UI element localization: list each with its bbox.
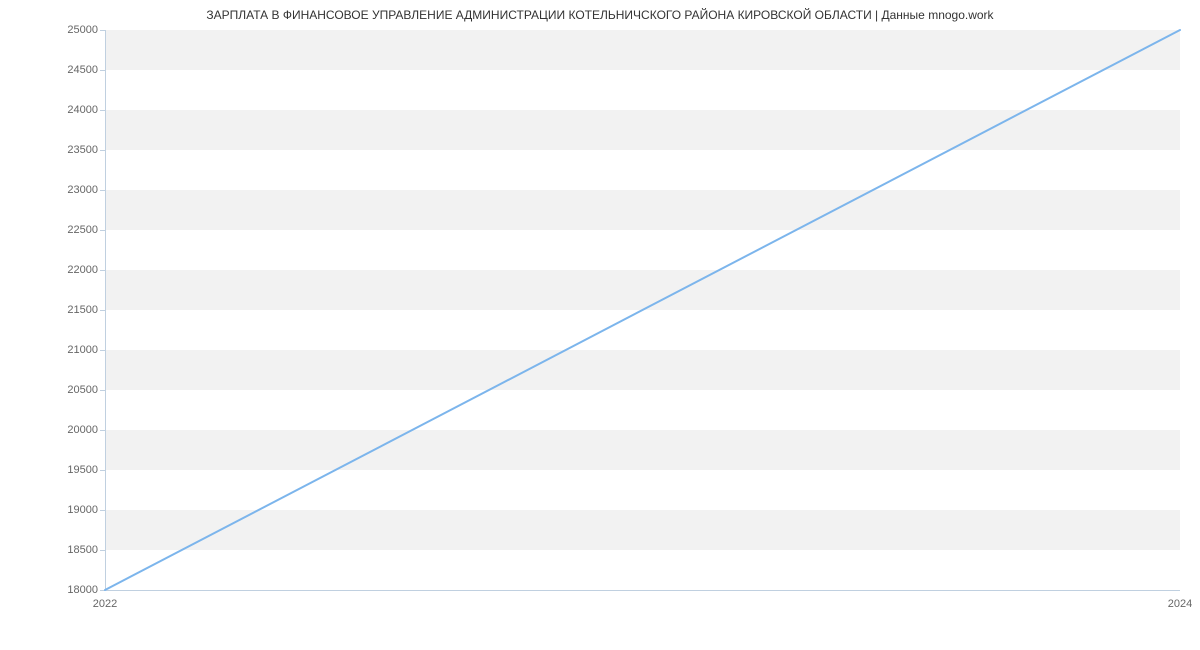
- x-tick-label: 2022: [93, 598, 117, 610]
- y-tick-label: 25000: [67, 24, 98, 36]
- y-tick-label: 18500: [67, 544, 98, 556]
- x-axis-line: [105, 590, 1180, 591]
- y-tick-label: 21500: [67, 304, 98, 316]
- y-tick-label: 22000: [67, 264, 98, 276]
- y-tick-label: 24000: [67, 104, 98, 116]
- x-tick-label: 2024: [1168, 598, 1192, 610]
- y-tick-label: 19500: [67, 464, 98, 476]
- series-line: [105, 30, 1180, 590]
- y-tick-label: 19000: [67, 504, 98, 516]
- plot-area: 1800018500190001950020000205002100021500…: [105, 30, 1180, 590]
- y-tick-label: 24500: [67, 64, 98, 76]
- y-tick-label: 21000: [67, 344, 98, 356]
- y-tick-label: 20000: [67, 424, 98, 436]
- y-tick-label: 20500: [67, 384, 98, 396]
- y-tick-label: 23500: [67, 144, 98, 156]
- y-tick-label: 22500: [67, 224, 98, 236]
- chart-title: ЗАРПЛАТА В ФИНАНСОВОЕ УПРАВЛЕНИЕ АДМИНИС…: [0, 8, 1200, 22]
- y-tick-label: 18000: [67, 584, 98, 596]
- y-tick-label: 23000: [67, 184, 98, 196]
- line-series: [105, 30, 1180, 590]
